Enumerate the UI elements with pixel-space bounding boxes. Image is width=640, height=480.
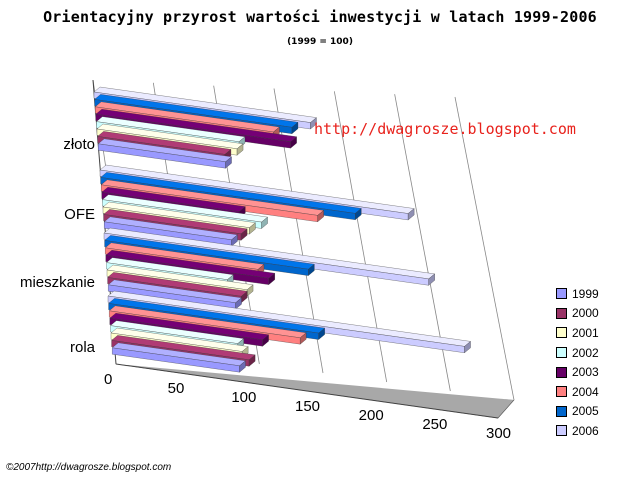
bar-end-face [225, 156, 232, 169]
bar-end-face [240, 228, 248, 241]
bar-end-face [317, 210, 324, 223]
legend-item: 1999 [556, 284, 626, 304]
bar-end-face [310, 117, 317, 130]
legend-label: 1999 [572, 286, 599, 301]
legend-item: 2002 [556, 343, 626, 363]
x-tick-label: 50 [168, 380, 185, 397]
x-tick-label: 150 [295, 398, 320, 415]
bar-end-face [231, 234, 238, 247]
bar-end-face [464, 341, 471, 354]
legend-item: 2000 [556, 304, 626, 324]
bar-end-face [249, 222, 256, 235]
bar-end-face [235, 297, 242, 310]
bar-end-face [407, 208, 415, 221]
bar-end-face [318, 327, 325, 340]
bar-end-face [268, 272, 275, 285]
legend-item: 2005 [556, 402, 626, 422]
legend-swatch [556, 347, 567, 359]
bar-end-face [300, 332, 307, 345]
bar-end-face [236, 143, 244, 156]
bar-end-face [248, 354, 256, 367]
legend-label: 2001 [572, 325, 599, 340]
watermark-url: http://dwagrosze.blogspot.com [314, 120, 576, 138]
legend-label: 2004 [572, 384, 599, 399]
legend-label: 2006 [572, 423, 599, 438]
legend-swatch [556, 288, 567, 300]
bar-end-face [261, 216, 268, 229]
chart-title: Orientacyjny przyrost wartości inwestycj… [43, 8, 597, 26]
bar-end-face [262, 334, 269, 347]
x-axis-line [115, 363, 499, 419]
legend-label: 2005 [572, 404, 599, 419]
bar-end-face [355, 208, 362, 221]
copyright-footer: ©2007http://dwagrosze.blogspot.com [6, 462, 172, 473]
bar-end-face [290, 136, 297, 149]
legend-item: 2003 [556, 362, 626, 382]
x-tick-label: 100 [231, 389, 256, 406]
legend-swatch [556, 307, 567, 319]
bar-end-face [239, 360, 246, 373]
chart-legend: 1999 2000 2001 2002 2003 2004 2005 2006 [556, 284, 626, 441]
legend-swatch [556, 425, 567, 437]
x-tick-label: 200 [359, 407, 384, 424]
chart-subtitle: (1999 = 100) [287, 37, 353, 47]
legend-item: 2001 [556, 323, 626, 343]
category-label: mieszkanie [20, 274, 95, 291]
category-label: OFE [64, 206, 95, 223]
category-label: złoto [63, 136, 95, 153]
x-tick-label: 300 [486, 425, 511, 442]
bar-end-face [291, 121, 299, 135]
category-label: rola [70, 339, 96, 356]
bar-end-face [428, 273, 435, 286]
legend-label: 2000 [572, 306, 599, 321]
x-tick-label: 250 [422, 416, 447, 433]
gridline [454, 96, 515, 401]
legend-swatch [556, 405, 567, 417]
legend-swatch [556, 386, 567, 398]
legend-label: 2003 [572, 365, 599, 380]
x-tick-label: 0 [104, 371, 112, 388]
bar-end-face [308, 263, 315, 276]
legend-item: 2006 [556, 421, 626, 441]
legend-item: 2004 [556, 382, 626, 402]
legend-swatch [556, 366, 567, 378]
legend-swatch [556, 327, 567, 339]
legend-label: 2002 [572, 345, 599, 360]
